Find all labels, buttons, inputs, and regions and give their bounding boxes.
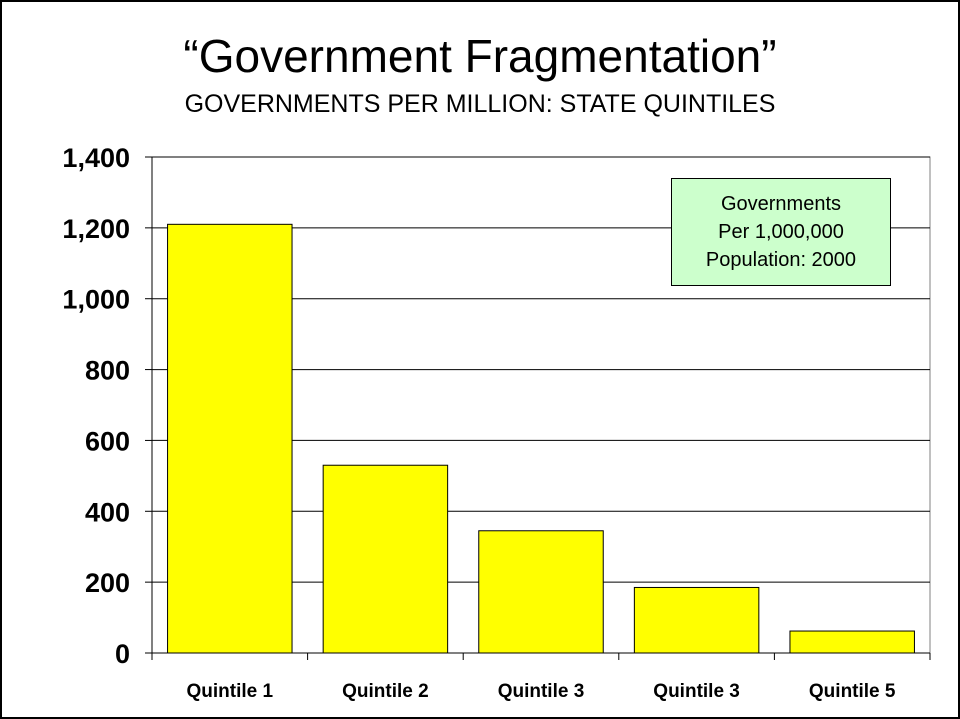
x-category-label: Quintile 3 (653, 681, 740, 702)
bars (167, 223, 915, 654)
y-tick-labels: 0 200 400 600 800 1,000 1,200 1,400 (62, 143, 130, 669)
y-tick-label: 1,000 (62, 285, 130, 315)
x-category-label: Quintile 2 (342, 681, 429, 702)
y-tick-label: 800 (85, 356, 130, 386)
bar (322, 464, 449, 654)
y-tick-label: 1,200 (62, 214, 130, 244)
axes (145, 156, 931, 660)
bar (478, 530, 604, 654)
bar (633, 586, 760, 654)
bar (789, 630, 915, 654)
legend-line-3: Population: 2000 (705, 249, 857, 271)
legend-line-2: Per 1,000,000 (718, 221, 844, 243)
x-category-label: Quintile 5 (809, 681, 896, 702)
x-category-labels: Quintile 1 Quintile 2 Quintile 3 Quintile 3… (187, 681, 896, 702)
y-tick-label: 200 (85, 568, 130, 598)
y-tick-label: 400 (85, 497, 130, 527)
legend-line-1: Governments (720, 193, 842, 215)
chart-title: “Government Fragmentation” (183, 30, 777, 82)
y-tick-label: 0 (115, 639, 130, 669)
chart-subtitle: GOVERNMENTS PER MILLION: STATE QUINTILES (184, 90, 776, 118)
y-tick-label: 1,400 (62, 143, 130, 173)
legend-box: Governments Per 1,000,000 Population: 20… (671, 178, 891, 286)
x-category-label: Quintile 1 (187, 681, 274, 702)
x-category-label: Quintile 3 (498, 681, 585, 702)
y-tick-label: 600 (85, 426, 130, 456)
bar (167, 223, 293, 654)
